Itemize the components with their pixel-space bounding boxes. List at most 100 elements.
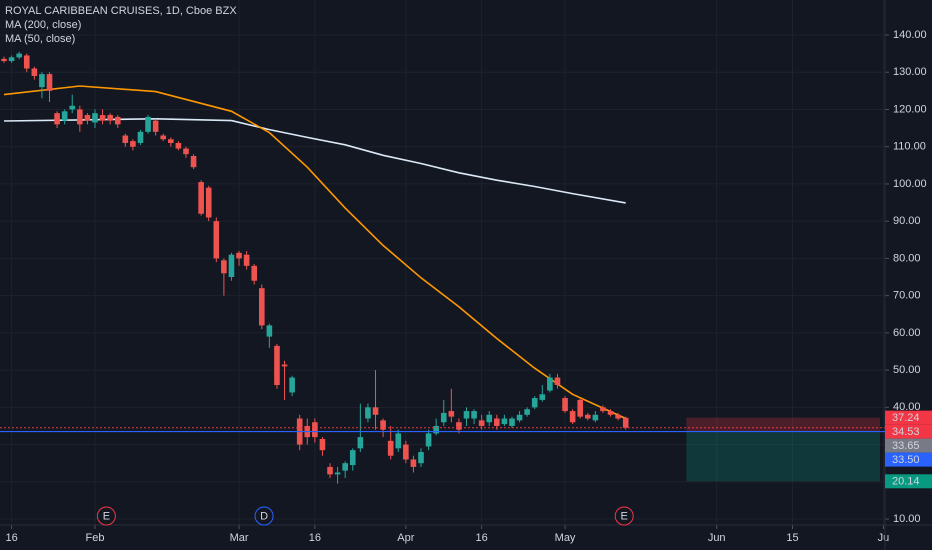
position-target-zone xyxy=(686,431,880,482)
candle-body xyxy=(395,433,402,449)
candle-body xyxy=(486,414,493,423)
candle-body xyxy=(205,187,212,218)
candle-body xyxy=(61,111,68,121)
legend-entry: MA (50, close) xyxy=(5,33,75,45)
price-label: 33.50 xyxy=(892,454,920,466)
candle-body xyxy=(327,466,333,475)
candle-body xyxy=(334,472,341,475)
legend-entry: MA (200, close) xyxy=(5,19,81,31)
moving-average-line xyxy=(3,117,626,204)
candle-body xyxy=(23,55,30,69)
candle-body xyxy=(569,411,576,423)
candle-body xyxy=(137,131,144,143)
candle-body xyxy=(183,148,189,155)
price-label-box xyxy=(885,452,932,467)
candle-body xyxy=(463,411,470,419)
price-label: 34.53 xyxy=(892,426,920,438)
candle-body xyxy=(122,135,129,143)
candle-body xyxy=(471,411,477,419)
price-label: 33.65 xyxy=(892,440,920,452)
candle-body xyxy=(531,398,538,408)
y-tick-label: 130.00 xyxy=(893,66,927,78)
candle-body xyxy=(281,364,288,367)
candle-body xyxy=(577,399,584,417)
y-tick-label: 100.00 xyxy=(893,178,927,190)
moving-average-line xyxy=(3,85,627,420)
candle-body xyxy=(312,422,318,438)
candle-body xyxy=(69,105,76,110)
candle-body xyxy=(175,142,182,149)
candle-body xyxy=(539,394,546,400)
price-label: 20.14 xyxy=(892,476,920,488)
candle-body xyxy=(289,377,295,393)
candle-body xyxy=(357,437,364,449)
candle-body xyxy=(456,422,462,430)
candle-body xyxy=(99,115,106,121)
candle-body xyxy=(349,450,356,466)
candle-body xyxy=(600,407,606,412)
x-tick-label: 16 xyxy=(5,532,17,544)
price-label-box xyxy=(885,474,932,489)
x-tick-label: 16 xyxy=(309,532,321,544)
candle-body xyxy=(107,115,113,121)
candle-body xyxy=(372,407,379,415)
candle-body xyxy=(516,414,523,421)
candle-body xyxy=(46,74,53,91)
event-marker xyxy=(614,506,634,526)
candle-body xyxy=(77,109,83,125)
position-stop-zone xyxy=(686,417,880,432)
candle-body xyxy=(130,141,136,147)
candle-body xyxy=(39,74,45,88)
x-tick-label: 15 xyxy=(786,532,798,544)
x-tick-label: 16 xyxy=(476,532,488,544)
y-tick-label: 60.00 xyxy=(893,327,921,339)
candle-body xyxy=(8,57,15,62)
candle-body xyxy=(433,425,439,434)
candle-body xyxy=(198,182,204,214)
candle-body xyxy=(319,438,326,451)
y-tick-label: 140.00 xyxy=(893,29,927,41)
price-label-box xyxy=(885,410,932,425)
y-tick-label: 90.00 xyxy=(893,215,921,227)
candle-body xyxy=(554,377,561,385)
candle-body xyxy=(403,444,409,460)
candle-body xyxy=(1,58,7,62)
candle-body xyxy=(92,113,98,123)
candle-body xyxy=(365,407,371,419)
candle-body xyxy=(494,418,500,426)
candle-body xyxy=(168,139,174,143)
candle-body xyxy=(145,116,151,132)
candle-body xyxy=(243,254,250,266)
y-tick-label: 80.00 xyxy=(893,252,921,264)
candle-body xyxy=(607,411,614,415)
x-tick-label: Feb xyxy=(86,532,105,544)
y-tick-label: 70.00 xyxy=(893,290,921,302)
x-tick-label: Jun xyxy=(708,532,726,544)
candle-body xyxy=(221,260,227,274)
candle-body xyxy=(84,115,91,121)
candle-body xyxy=(236,252,242,259)
x-tick-label: Mar xyxy=(230,532,249,544)
candle-body xyxy=(509,418,515,426)
candle-body xyxy=(31,68,38,76)
candle-body xyxy=(213,221,220,259)
candle-body xyxy=(228,254,235,278)
candle-body xyxy=(342,463,348,471)
price-label-box xyxy=(885,424,932,439)
candle-body xyxy=(501,418,508,425)
y-tick-label: 110.00 xyxy=(893,141,926,153)
candle-body xyxy=(410,459,417,467)
event-label: D xyxy=(260,510,268,522)
price-label: 37.24 xyxy=(892,412,920,424)
candle-body xyxy=(524,409,530,415)
candle-body xyxy=(387,440,394,456)
candle-body xyxy=(54,113,60,125)
candle-body xyxy=(152,120,159,132)
price-label-box xyxy=(885,438,932,453)
event-label: E xyxy=(621,510,628,522)
candle-body xyxy=(448,411,455,417)
candle-body xyxy=(622,417,629,428)
candle-body xyxy=(251,265,258,281)
